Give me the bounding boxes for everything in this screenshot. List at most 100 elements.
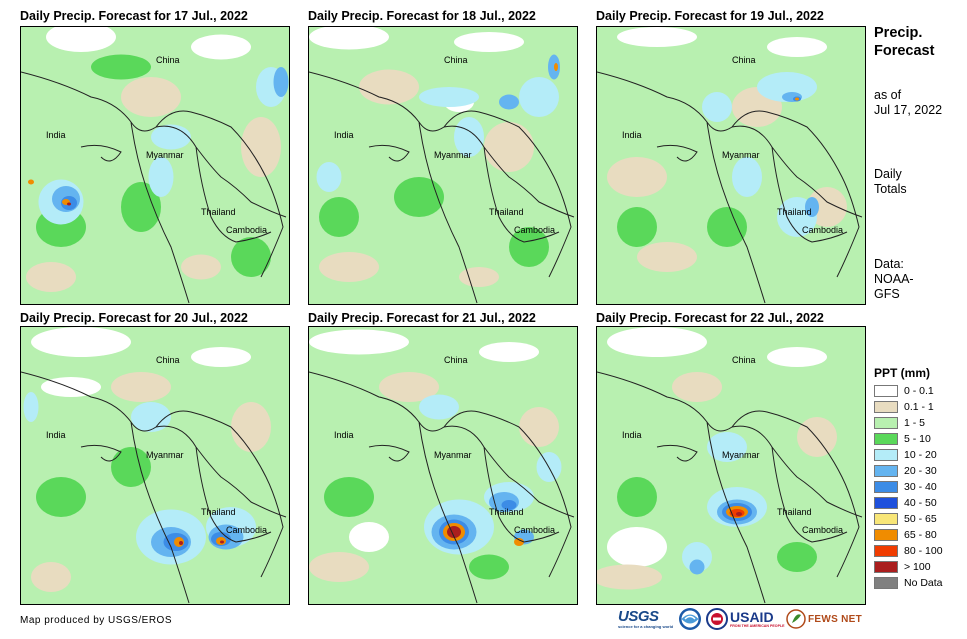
place-label-cambodia: Cambodia xyxy=(226,225,268,235)
legend-label: 30 - 40 xyxy=(904,481,937,493)
precip-area xyxy=(316,162,342,192)
precip-area xyxy=(121,182,161,232)
sidebar-data-line3: GFS xyxy=(874,287,900,301)
precip-area xyxy=(26,262,76,292)
precip-area xyxy=(273,67,289,97)
place-label-thailand: Thailand xyxy=(489,207,524,217)
precip-area xyxy=(67,202,71,206)
panel-title-4: Daily Precip. Forecast for 20 Jul., 2022 xyxy=(20,311,248,325)
legend-label: > 100 xyxy=(904,561,931,573)
precip-area xyxy=(319,197,359,237)
precip-area xyxy=(617,207,657,247)
precip-area xyxy=(459,267,499,287)
precip-area xyxy=(379,372,439,402)
precip-area xyxy=(689,559,705,575)
country-borders xyxy=(21,371,287,604)
usaid-logo-text: USAID xyxy=(730,608,774,625)
place-label-china: China xyxy=(444,355,468,365)
country-borders xyxy=(309,71,575,304)
place-label-cambodia: Cambodia xyxy=(226,525,268,535)
legend-swatch xyxy=(874,465,898,477)
place-label-myanmar: Myanmar xyxy=(722,150,760,160)
precip-area xyxy=(28,179,34,185)
precip-map-3: China India Myanmar Thailand Cambodia xyxy=(596,26,866,305)
place-label-myanmar: Myanmar xyxy=(434,150,472,160)
noaa-logo-icon xyxy=(678,606,702,632)
place-label-thailand: Thailand xyxy=(201,207,236,217)
credit-text: Map produced by USGS/EROS xyxy=(20,615,173,626)
precip-area xyxy=(309,27,389,50)
precip-area xyxy=(359,69,419,105)
precip-area xyxy=(469,554,509,580)
legend-label: 1 - 5 xyxy=(904,417,926,429)
precip-area xyxy=(309,329,409,355)
precip-area xyxy=(519,77,559,117)
sidebar-data-line2: NOAA- xyxy=(874,272,914,286)
precip-map-6: China India Myanmar Thailand Cambodia xyxy=(596,326,866,605)
precip-area xyxy=(454,32,524,52)
fewsnet-leaf-icon xyxy=(786,609,806,629)
precip-area xyxy=(191,347,251,367)
legend-label: 50 - 65 xyxy=(904,513,937,525)
precip-area xyxy=(707,432,747,462)
precip-area xyxy=(111,372,171,402)
precip-area xyxy=(702,92,732,122)
precip-area xyxy=(151,124,191,150)
usgs-logo-text: USGS xyxy=(618,607,659,625)
precip-map-2: China India Myanmar Thailand Cambodia xyxy=(308,26,578,305)
precip-area xyxy=(509,227,549,267)
fewsnet-logo-text: FEWS NET xyxy=(808,613,863,625)
precip-area xyxy=(777,542,817,572)
precip-area xyxy=(795,97,799,101)
legend-label: 0.1 - 1 xyxy=(904,401,934,413)
place-label-myanmar: Myanmar xyxy=(722,450,760,460)
legend-label: 5 - 10 xyxy=(904,433,931,445)
country-borders xyxy=(21,71,287,304)
precip-area xyxy=(484,122,534,172)
precip-area xyxy=(682,542,712,572)
place-label-cambodia: Cambodia xyxy=(802,225,844,235)
precip-area xyxy=(419,394,459,420)
place-label-india: India xyxy=(622,130,642,140)
precip-area xyxy=(607,327,707,357)
precip-area xyxy=(732,157,762,197)
precip-area xyxy=(607,527,667,567)
precip-area xyxy=(419,87,479,107)
precip-area xyxy=(179,541,183,545)
precip-area xyxy=(501,500,517,510)
place-label-myanmar: Myanmar xyxy=(146,150,184,160)
place-label-china: China xyxy=(156,355,180,365)
legend-swatch xyxy=(874,433,898,445)
panel-title-5: Daily Precip. Forecast for 21 Jul., 2022 xyxy=(308,311,536,325)
precip-area xyxy=(767,347,827,367)
place-label-cambodia: Cambodia xyxy=(514,225,556,235)
sidebar-daily-line2: Totals xyxy=(874,182,907,196)
precip-area xyxy=(31,327,131,357)
sidebar-asof-line2: Jul 17, 2022 xyxy=(874,103,943,117)
precip-area xyxy=(181,254,221,280)
precip-area xyxy=(767,37,827,57)
place-label-thailand: Thailand xyxy=(201,507,236,517)
legend-label: 40 - 50 xyxy=(904,497,937,509)
sidebar-title-line2: Forecast xyxy=(874,43,935,59)
place-label-china: China xyxy=(732,355,756,365)
precip-area xyxy=(617,477,657,517)
precip-area xyxy=(607,157,667,197)
legend-label: 65 - 80 xyxy=(904,529,937,541)
legend-swatch xyxy=(874,385,898,397)
precip-map-4: China India Myanmar Thailand Cambodia xyxy=(20,326,290,605)
precip-area xyxy=(148,157,174,197)
precip-area xyxy=(231,237,271,277)
precip-area xyxy=(46,27,116,52)
precip-area xyxy=(805,197,819,217)
precip-area xyxy=(231,402,271,452)
precip-area xyxy=(597,564,662,590)
place-label-china: China xyxy=(732,55,756,65)
legend-label: No Data xyxy=(904,577,943,589)
precip-area xyxy=(23,392,39,422)
place-label-cambodia: Cambodia xyxy=(514,525,556,535)
precip-area xyxy=(672,372,722,402)
place-label-india: India xyxy=(334,130,354,140)
precip-area xyxy=(479,342,539,362)
country-borders xyxy=(309,371,575,604)
